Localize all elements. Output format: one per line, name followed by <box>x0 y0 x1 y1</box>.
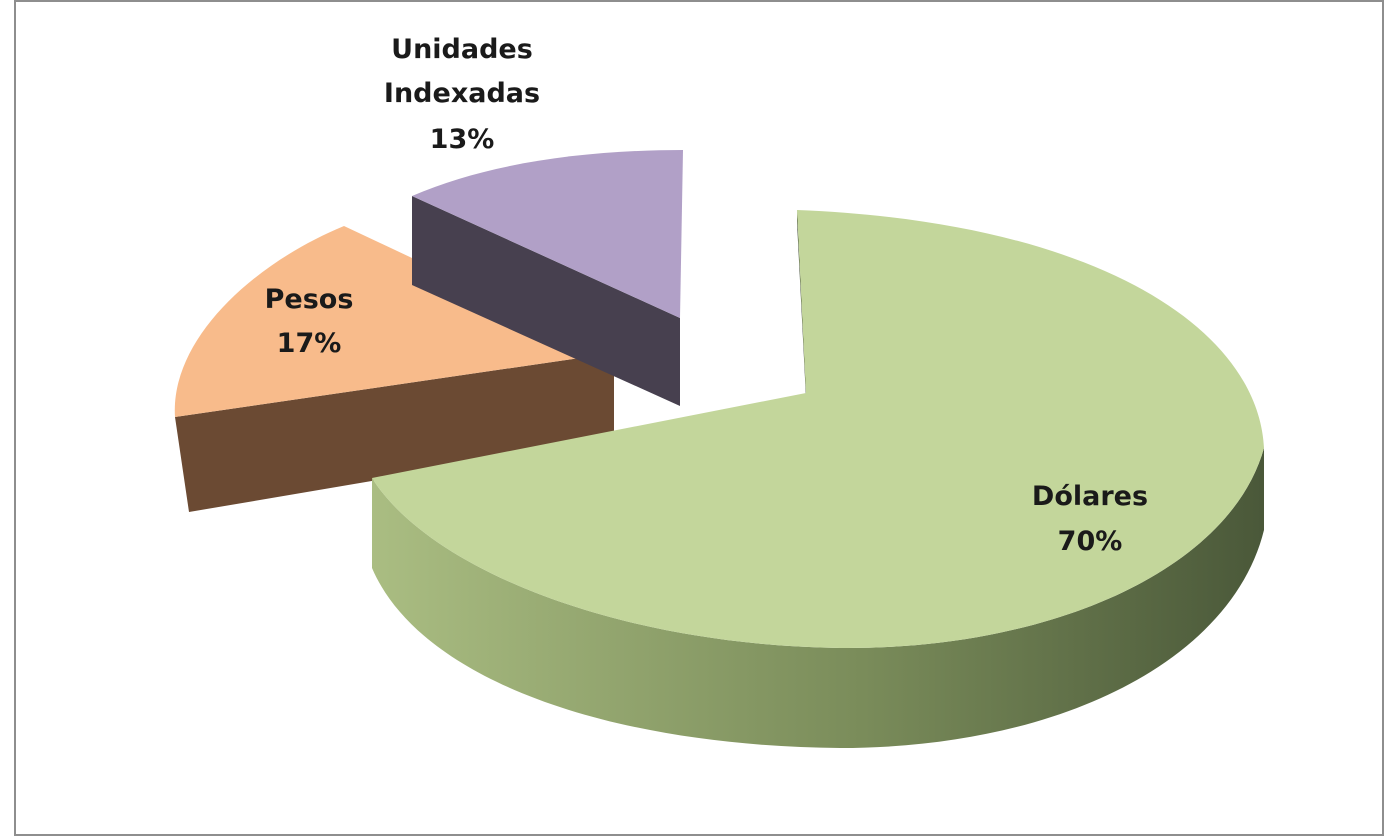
slice-pesos <box>174 226 614 512</box>
label-pesos-line1: Pesos <box>265 284 354 315</box>
slice-dolares <box>372 210 1264 748</box>
slice-dolares-side <box>372 448 1264 748</box>
slice-unidades-side <box>412 196 680 406</box>
label-dolares-pct: 70% <box>1058 526 1123 557</box>
label-unidades-pct: 13% <box>430 124 495 155</box>
label-pesos-pct: 17% <box>277 328 342 359</box>
slice-unidades <box>412 150 683 406</box>
slice-pesos-side <box>175 353 614 512</box>
slice-pesos-top <box>174 226 614 417</box>
label-unidades-line2: Indexadas <box>384 78 540 109</box>
slice-dolares-top <box>372 210 1264 649</box>
slice-dolares-edge <box>797 210 806 398</box>
label-unidades-line1: Unidades <box>391 34 533 65</box>
label-dolares-line1: Dólares <box>1032 481 1148 512</box>
slice-unidades-top <box>412 150 683 318</box>
